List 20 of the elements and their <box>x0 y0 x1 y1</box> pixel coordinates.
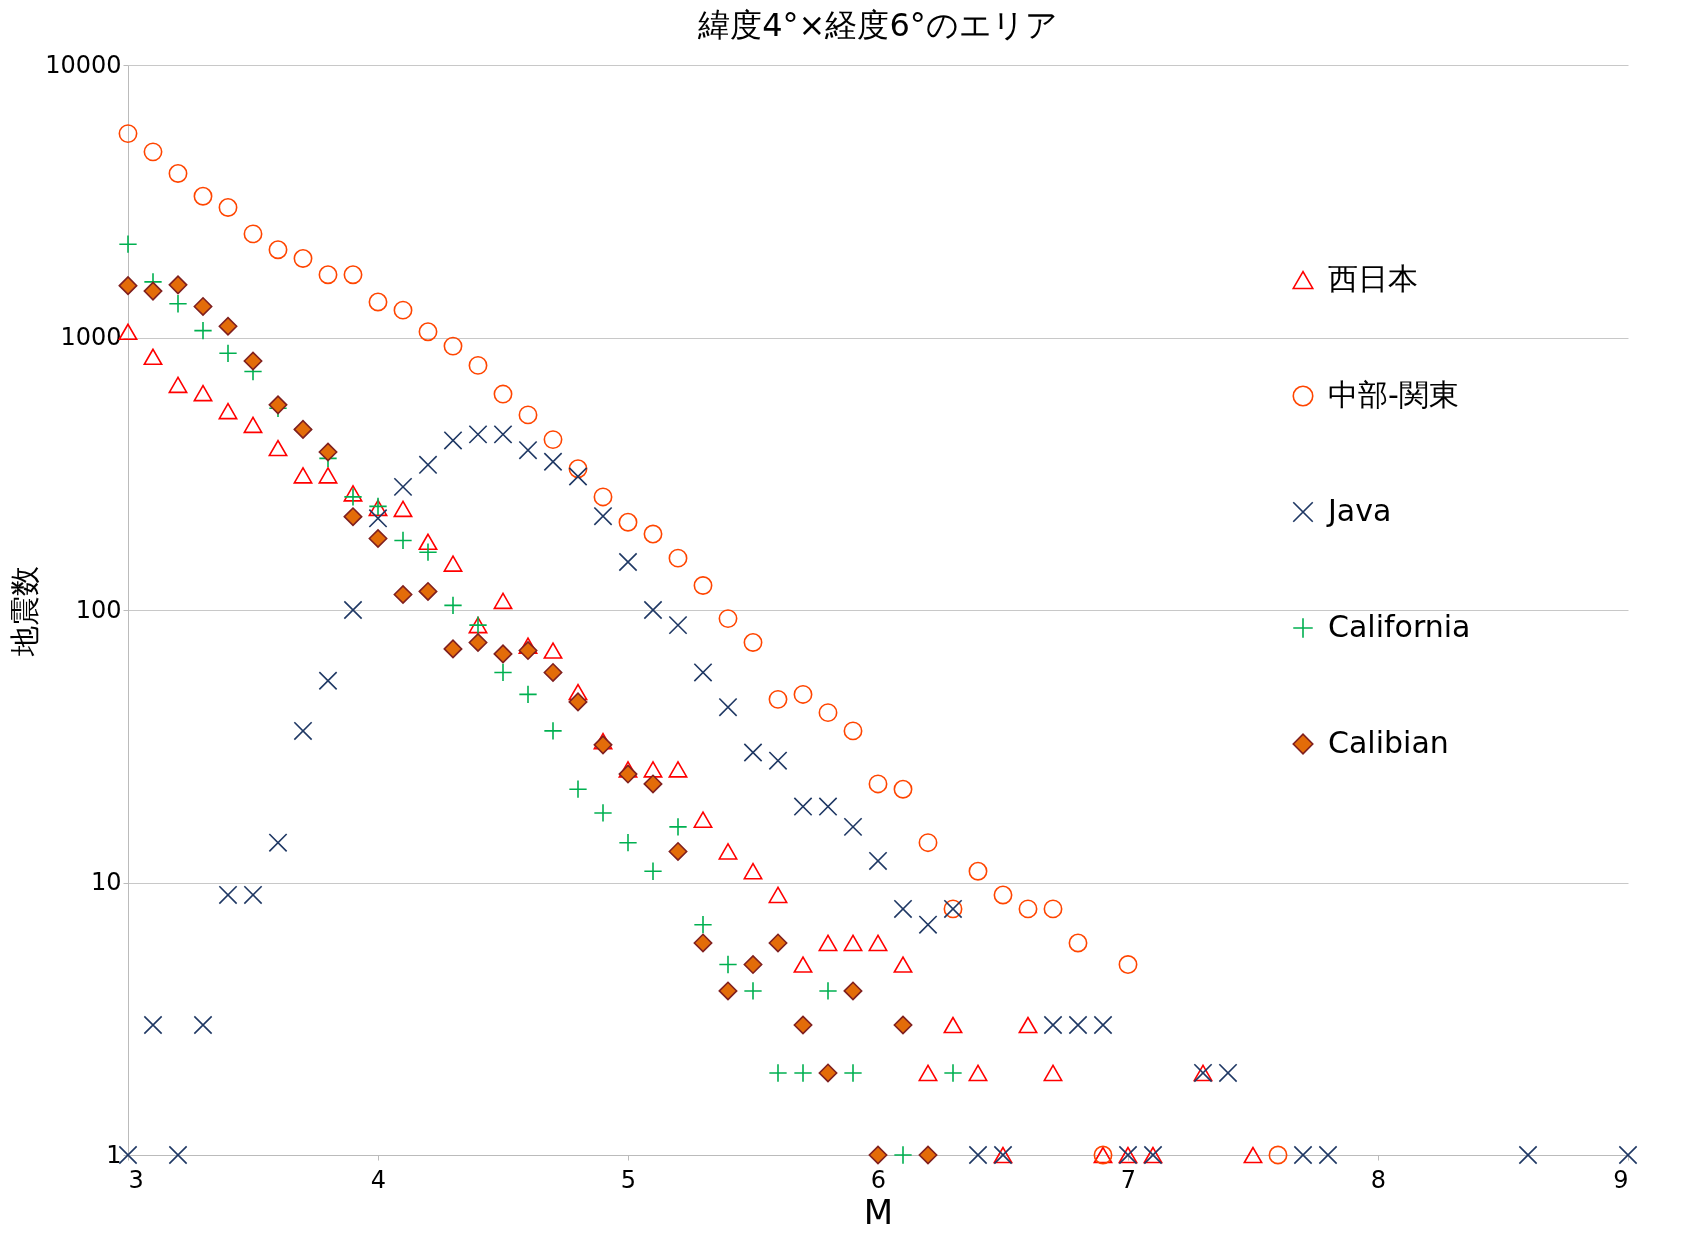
legend-label: California <box>1328 609 1471 644</box>
y-tick-label: 100 <box>75 595 122 624</box>
y-tick-label: 1 <box>106 1140 122 1169</box>
x-tick-label: 3 <box>128 1165 144 1194</box>
x-tick-label: 6 <box>870 1165 887 1194</box>
y-tick-label: 10000 <box>45 50 122 79</box>
x-tick-label: 9 <box>1613 1165 1629 1194</box>
legend-label: Java <box>1326 493 1392 528</box>
legend-label: 西日本 <box>1328 261 1418 296</box>
chart-title: 緯度4°×経度6°のエリア <box>697 6 1058 44</box>
legend-label: Calibian <box>1328 725 1449 760</box>
x-axis-title: M <box>863 1191 894 1232</box>
legend-label: 中部-関東 <box>1328 377 1459 412</box>
x-tick-label: 5 <box>620 1165 637 1194</box>
y-tick-label: 10 <box>90 868 122 896</box>
y-axis-title: 地震数 <box>7 565 43 657</box>
x-tick-label: 4 <box>370 1165 387 1194</box>
x-tick-label: 8 <box>1370 1165 1387 1194</box>
y-tick-label: 1000 <box>60 323 122 351</box>
x-tick-label: 7 <box>1120 1165 1137 1194</box>
